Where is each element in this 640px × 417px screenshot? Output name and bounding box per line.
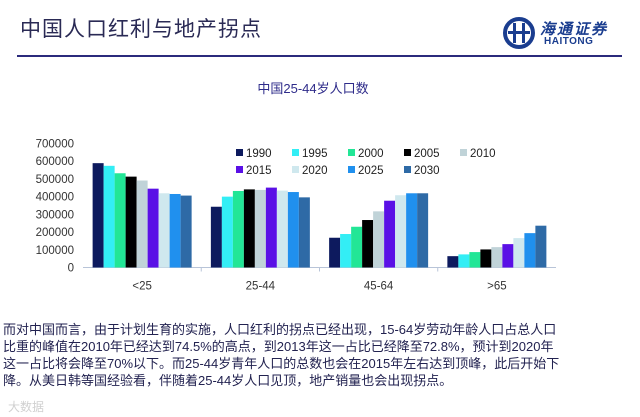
legend-swatch-2025 — [348, 166, 355, 173]
legend-label-2005: 2005 — [414, 148, 440, 160]
legend-label-2015: 2015 — [246, 165, 272, 177]
bar-2015-<25 — [147, 188, 159, 268]
bar-2000->65 — [469, 252, 481, 268]
bar-1995-25-44 — [221, 196, 233, 268]
x-tick-label: 25-44 — [246, 281, 276, 293]
bar-1995-<25 — [103, 165, 115, 268]
legend-label-2010: 2010 — [470, 148, 496, 160]
paragraph-line: 比重的峰值在2010年已经达到74.5%的高点，到2013年这一占比已经降至72… — [3, 339, 554, 354]
bar-2010-25-44 — [254, 189, 266, 268]
y-tick-label: 300000 — [36, 209, 74, 221]
bar-2020-<25 — [158, 193, 170, 268]
legend-label-2025: 2025 — [358, 165, 384, 177]
y-tick-label: 0 — [68, 263, 74, 275]
legend-swatch-1990 — [236, 149, 243, 156]
bar-2030->65 — [535, 225, 547, 268]
x-tick-label: <25 — [132, 281, 152, 293]
y-tick-label: 400000 — [36, 192, 74, 204]
bar-2005-<25 — [125, 176, 137, 268]
x-tick-label: >65 — [487, 281, 507, 293]
bar-2005-45-64 — [362, 220, 374, 268]
logo-text-en: HAITONG — [544, 36, 594, 47]
body-paragraph: 而对中国而言，由于计划生育的实施，人口红利的拐点已经出现，15-64岁劳动年龄人… — [3, 321, 639, 389]
legend-swatch-2010 — [460, 149, 467, 156]
logo-text-cn: 海通证券 — [540, 21, 609, 38]
bar-2015->65 — [502, 244, 514, 268]
slide-title: 中国人口红利与地产拐点 — [20, 18, 262, 41]
legend-swatch-2000 — [348, 149, 355, 156]
bar-2010-<25 — [136, 180, 148, 268]
paragraph-line: 而对中国而言，由于计划生育的实施，人口红利的拐点已经出现，15-64岁劳动年龄人… — [3, 322, 557, 337]
legend-swatch-1995 — [292, 149, 299, 156]
bar-2025-45-64 — [406, 193, 418, 268]
bar-1990->65 — [447, 256, 459, 268]
bar-1990-<25 — [92, 163, 104, 268]
paragraph-line: 降。从美日韩等国经验看，伴随着25-44岁人口见顶，地产销量也会出现拐点。 — [3, 373, 453, 388]
bar-2005->65 — [480, 249, 492, 268]
legend-swatch-2020 — [292, 166, 299, 173]
bar-2025->65 — [524, 233, 536, 268]
y-tick-label: 100000 — [36, 245, 74, 257]
bar-2020-25-44 — [276, 190, 288, 268]
legend-label-1995: 1995 — [302, 148, 328, 160]
legend-swatch-2015 — [236, 166, 243, 173]
bar-2010-45-64 — [373, 211, 385, 268]
bar-2015-25-44 — [265, 187, 277, 268]
y-tick-label: 700000 — [36, 139, 74, 151]
haitong-logo: 海通证券 HAITONG — [502, 16, 622, 50]
bar-2005-25-44 — [243, 189, 255, 268]
bar-2025-25-44 — [287, 192, 299, 268]
bar-1995-45-64 — [340, 234, 352, 268]
legend-label-1990: 1990 — [246, 148, 272, 160]
bar-2015-45-64 — [384, 200, 396, 268]
bar-2030-45-64 — [417, 193, 429, 268]
haitong-logo-icon — [503, 17, 535, 49]
bar-2010->65 — [491, 247, 503, 268]
bar-2020-45-64 — [395, 195, 407, 268]
legend-label-2030: 2030 — [414, 165, 440, 177]
bar-2000-<25 — [114, 173, 126, 268]
paragraph-line: 这一占比将会降至70%以下。而25-44岁青年人口的总数也会在2015年左右达到… — [3, 356, 560, 371]
header-divider — [17, 55, 622, 57]
chart-title: 中国25-44岁人口数 — [257, 81, 369, 96]
bar-2030-<25 — [180, 195, 192, 268]
bar-chart: 0 100000 200000 300000 400000 500000 600000 700… — [36, 139, 556, 293]
y-tick-label: 200000 — [36, 227, 74, 239]
bar-2020->65 — [513, 238, 525, 268]
bar-1995->65 — [458, 254, 470, 268]
legend-swatch-2005 — [404, 149, 411, 156]
y-tick-label: 500000 — [36, 174, 74, 186]
legend-label-2000: 2000 — [358, 148, 384, 160]
bar-2000-25-44 — [232, 190, 244, 268]
bar-2030-25-44 — [298, 197, 310, 268]
bar-2025-<25 — [169, 193, 181, 268]
x-tick-label: 45-64 — [364, 281, 394, 293]
bar-2000-45-64 — [351, 226, 363, 268]
y-tick-label: 600000 — [36, 156, 74, 168]
bar-1990-25-44 — [210, 206, 222, 268]
watermark: 大数据 — [8, 400, 45, 414]
legend-swatch-2030 — [404, 166, 411, 173]
bar-1990-45-64 — [329, 237, 341, 268]
legend-label-2020: 2020 — [302, 165, 328, 177]
